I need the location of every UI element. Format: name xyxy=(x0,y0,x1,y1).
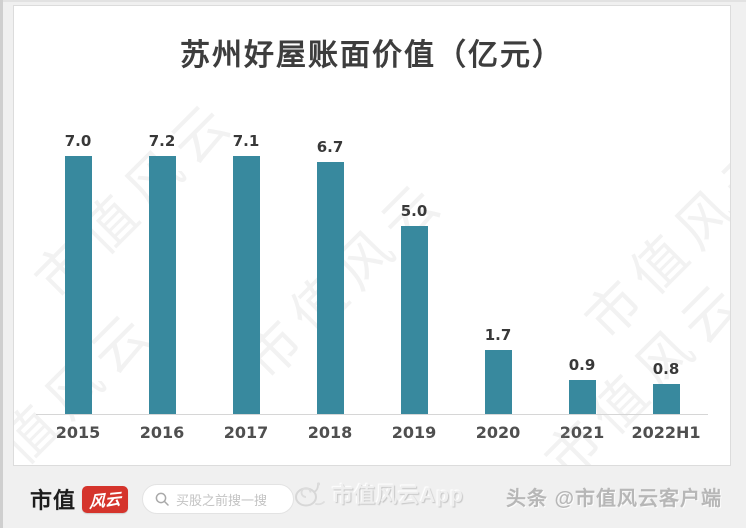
bar-value-label: 7.0 xyxy=(64,132,92,150)
bar xyxy=(148,156,176,414)
x-axis-tick-label: 2015 xyxy=(55,423,101,442)
x-axis-tick-label: 2020 xyxy=(475,423,521,442)
chart-card: 市值风云 市值风云 市值风云 市值风云 市值风云 市值风云 苏州好屋账面价值（亿… xyxy=(13,5,731,466)
bar-value-label: 5.0 xyxy=(400,202,428,220)
fengyun-logo: 风云 xyxy=(82,485,129,513)
x-axis-tick-label: 2018 xyxy=(307,423,353,442)
footer-brand-group: 市值 风云 买股之前搜一搜 xyxy=(30,483,295,515)
bar-value-label: 6.7 xyxy=(316,138,344,157)
search-icon xyxy=(155,492,169,506)
bar-columns: 7.0 7.2 7.1 6.7 5.0 1.7 0.9 0.8 xyxy=(36,132,708,414)
bar-value-label: 1.7 xyxy=(484,326,512,345)
x-axis-labels: 2015 2016 2017 2018 2019 2020 2021 2022H1 xyxy=(36,423,708,442)
bar xyxy=(484,350,512,414)
search-placeholder: 买股之前搜一搜 xyxy=(176,492,268,508)
bar-column: 1.7 xyxy=(456,132,540,414)
page-top-edge xyxy=(0,0,746,2)
x-axis-tick-label: 2021 xyxy=(559,423,605,442)
x-axis-tick-label: 2017 xyxy=(223,423,269,442)
bar-value-label: 0.9 xyxy=(568,356,596,375)
footer-bar: 市值 风云 买股之前搜一搜 市值风云App 头条 @市值风云客户端 xyxy=(0,466,746,528)
bar xyxy=(232,156,260,414)
bar-column: 7.2 xyxy=(120,132,204,414)
x-axis-tick-label: 2016 xyxy=(139,423,185,442)
search-input[interactable]: 买股之前搜一搜 xyxy=(142,484,295,514)
x-axis-tick-label: 2022H1 xyxy=(631,423,701,442)
toutiao-watermark-text: 头条 @市值风云客户端 xyxy=(505,488,722,510)
bar-column: 7.0 xyxy=(36,132,120,414)
chart-title: 苏州好屋账面价值（亿元） xyxy=(180,39,564,72)
brand-shizhi-text: 市值 xyxy=(30,488,77,513)
x-axis-tick-label: 2019 xyxy=(391,423,437,442)
bar xyxy=(568,380,596,414)
bar-value-label: 7.1 xyxy=(232,132,260,150)
bar-value-label: 0.8 xyxy=(652,359,680,378)
bar xyxy=(652,383,680,414)
footer-app-watermark: 市值风云App xyxy=(292,478,464,510)
bar xyxy=(400,226,428,414)
page-left-edge xyxy=(0,0,3,528)
fengyun-logo-text: 风云 xyxy=(89,491,121,512)
bar xyxy=(64,156,92,414)
bar xyxy=(316,162,344,414)
bar-column: 0.8 xyxy=(624,132,708,414)
bar-column: 6.7 xyxy=(288,132,372,414)
bar-column: 5.0 xyxy=(372,132,456,414)
bar-chart-plot: 7.0 7.2 7.1 6.7 5.0 1.7 0.9 0.8 xyxy=(36,132,708,415)
bar-value-label: 7.2 xyxy=(148,132,176,150)
app-watermark-text: 市值风云App xyxy=(332,484,464,507)
bar-column: 7.1 xyxy=(204,132,288,414)
bar-column: 0.9 xyxy=(540,132,624,414)
snail-logo-icon xyxy=(295,482,325,507)
